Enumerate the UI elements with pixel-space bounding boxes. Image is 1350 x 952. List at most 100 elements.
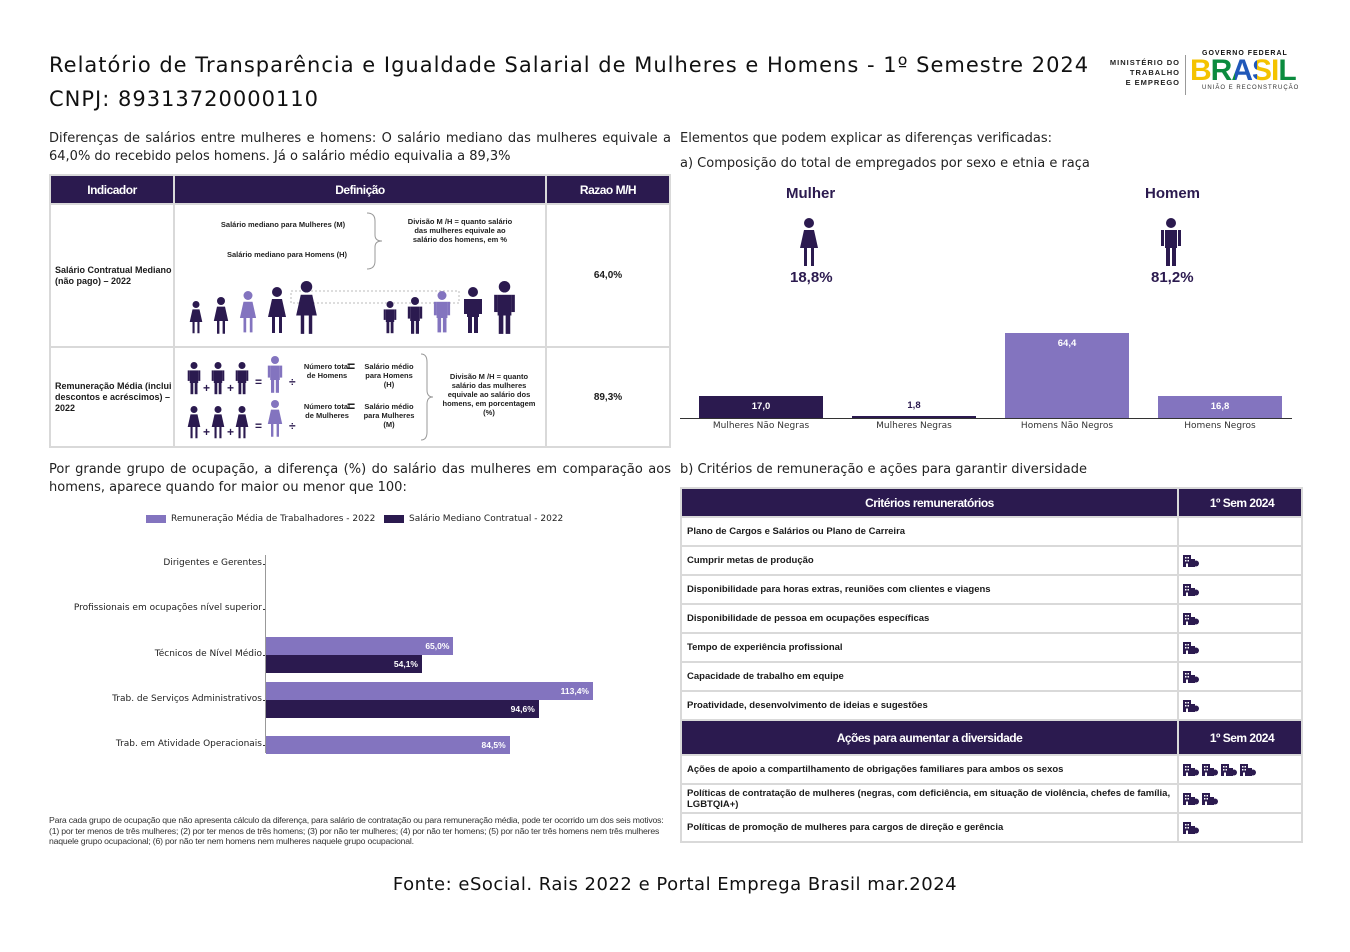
composition-bar-chart: 17,0 Mulheres Não Negras 1,8 Mulheres Negra… — [680, 310, 1300, 440]
sal-mulheres-label: Salário médio para Mulheres (M) — [363, 402, 415, 429]
criteria-row: Tempo de experiência profissional — [680, 632, 1303, 663]
criteria-row-label: Disponibilidade de pessoa em ocupações e… — [680, 603, 1179, 634]
legend-label-remuneracao: Remuneração Média de Trabalhadores - 202… — [171, 514, 376, 524]
razao-media: 89,3% — [545, 346, 671, 448]
composition-bar — [699, 395, 823, 418]
indicador-media: Remuneração Média (inclui descontos e ac… — [49, 346, 175, 448]
legend-swatch-light — [146, 514, 166, 523]
composition-category: Mulheres Negras — [876, 421, 952, 431]
criteria-col-header: 1º Sem 2024 — [1177, 487, 1303, 518]
criteria-row-label: Plano de Cargos e Salários ou Plano de C… — [680, 516, 1179, 547]
criteria-header: Critérios remuneratórios — [680, 487, 1179, 518]
source-note: Fonte: eSocial. Rais 2022 e Portal Empre… — [392, 874, 958, 895]
criteria-row: Disponibilidade para horas extras, reuni… — [680, 574, 1303, 605]
composition-bar — [852, 415, 976, 418]
num-homens-label: Número total de Homens — [303, 362, 351, 380]
action-row-icons — [1177, 754, 1303, 785]
svg-text:=: = — [255, 419, 262, 433]
axis-tick — [263, 655, 266, 656]
cnpj-line: CNPJ: 89313720000110 — [49, 87, 320, 111]
people-row-icon — [189, 281, 515, 334]
report-title-line1: Relatório de Transparência e Igualdade S… — [49, 53, 1090, 77]
action-row-label: Políticas de promoção de mulheres para c… — [680, 812, 1179, 843]
actions-header-row: Ações para aumentar a diversidade 1º Sem … — [680, 719, 1303, 756]
occupation-category: Trab. em Atividade Operacionais — [115, 739, 262, 749]
criteria-row: Plano de Cargos e Salários ou Plano de C… — [680, 516, 1303, 547]
occupation-category: Técnicos de Nível Médio — [154, 649, 262, 659]
report-title: Relatório de Transparência e Igualdade S… — [49, 48, 1089, 116]
composition-bar-label: 17,0 — [751, 400, 771, 412]
num-mulheres-label: Número total de Mulheres — [303, 402, 351, 420]
action-row: Ações de apoio a compartilhamento de obr… — [680, 754, 1303, 785]
sum-formula-icon: + + = ÷ + + = ÷ — [187, 356, 296, 439]
occupation-category: Dirigentes e Gerentes — [163, 558, 262, 568]
axis-tick — [263, 609, 266, 610]
diff-intro: Diferenças de salários entre mulheres e … — [49, 131, 671, 164]
man-icon — [1161, 218, 1181, 266]
salary-diff-table: Indicador Definição Razao M/H Salário Co… — [49, 174, 671, 448]
mte-logo-line1: MINISTÉRIO DO — [1109, 58, 1180, 67]
criteria-row-label: Proatividade, desenvolvimento de ideias … — [680, 690, 1179, 721]
criteria-row: Proatividade, desenvolvimento de ideias … — [680, 690, 1303, 721]
building-icon — [1183, 583, 1199, 596]
composition-bar-label: 16,8 — [1210, 400, 1230, 412]
homem-label: Homem — [1145, 185, 1201, 202]
def-div-label: Divisão M /H = quanto salário das mulher… — [407, 217, 513, 244]
criteria-row: Cumprir metas de produção — [680, 545, 1303, 576]
y-axis-line — [265, 555, 266, 753]
actions-col-header: 1º Sem 2024 — [1177, 719, 1303, 756]
occupation-bar-label: 65,0% — [425, 641, 450, 651]
building-icon — [1202, 792, 1218, 805]
action-row-label: Políticas de contratação de mulheres (ne… — [680, 783, 1179, 814]
axis-tick — [263, 700, 266, 701]
building-icon — [1183, 763, 1199, 776]
criteria-row: Disponibilidade de pessoa em ocupações e… — [680, 603, 1303, 634]
svg-text:÷: ÷ — [289, 419, 296, 433]
criteria-row-label: Capacidade de trabalho em equipe — [680, 661, 1179, 692]
criteria-row: Capacidade de trabalho em equipe — [680, 661, 1303, 692]
building-icon — [1221, 763, 1237, 776]
occupation-category: Trab. de Serviços Administrativos — [112, 694, 262, 704]
criteria-subtitle: b) Critérios de remuneração e ações para… — [680, 462, 1087, 477]
criteria-row-icons — [1177, 632, 1303, 663]
building-icon — [1183, 821, 1199, 834]
occupation-bar-label: 113,4% — [560, 686, 589, 696]
mte-logo-line3: E EMPREGO — [1125, 78, 1180, 87]
legend-mediano: Salário Mediano Contratual - 2022 — [384, 514, 563, 524]
action-row-icons — [1177, 783, 1303, 814]
axis-tick — [263, 564, 266, 565]
equals-icon-2: = — [347, 398, 356, 414]
svg-text:÷: ÷ — [289, 375, 296, 389]
mte-logo: MINISTÉRIO DO TRABALHO E EMPREGO — [1100, 58, 1180, 88]
mulher-label: Mulher — [786, 185, 836, 202]
criteria-row-label: Disponibilidade para horas extras, reuni… — [680, 574, 1179, 605]
occupation-category: Profissionais em ocupações nível superio… — [73, 603, 262, 613]
action-row: Políticas de promoção de mulheres para c… — [680, 812, 1303, 843]
brace-icon-2 — [420, 353, 434, 441]
occupation-bar — [266, 637, 454, 655]
def-media: + + = ÷ + + = ÷ Número total de — [173, 346, 547, 448]
occupation-bar — [266, 682, 593, 700]
composition-bar — [1005, 333, 1129, 418]
action-row-icons — [1177, 812, 1303, 843]
criteria-row-icons — [1177, 516, 1303, 547]
occupation-bar — [266, 700, 539, 718]
def-div-label-2: Divisão M /H = quanto salário das mulher… — [442, 372, 536, 417]
occupation-bar — [266, 736, 510, 754]
legend-label-mediano: Salário Mediano Contratual - 2022 — [409, 514, 564, 524]
composition-bar — [1158, 395, 1282, 418]
composition-bar-label: 64,4 — [1057, 338, 1077, 350]
occupation-intro: Por grande grupo de ocupação, a diferenç… — [49, 462, 671, 495]
col-definicao: Definição — [173, 174, 547, 205]
logo-divider — [1185, 55, 1186, 95]
building-icon — [1202, 763, 1218, 776]
building-icon — [1183, 670, 1199, 683]
building-icon — [1183, 641, 1199, 654]
criteria-row-label: Tempo de experiência profissional — [680, 632, 1179, 663]
building-icon — [1183, 792, 1199, 805]
action-row-label: Ações de apoio a compartilhamento de obr… — [680, 754, 1179, 785]
def-h-label: Salário mediano para Homens (H) — [226, 250, 348, 259]
gov-logo-top: GOVERNO FEDERAL — [1202, 50, 1288, 57]
def-m-label: Salário mediano para Mulheres (M) — [220, 220, 346, 229]
mulher-pct: 18,8% — [790, 269, 833, 286]
